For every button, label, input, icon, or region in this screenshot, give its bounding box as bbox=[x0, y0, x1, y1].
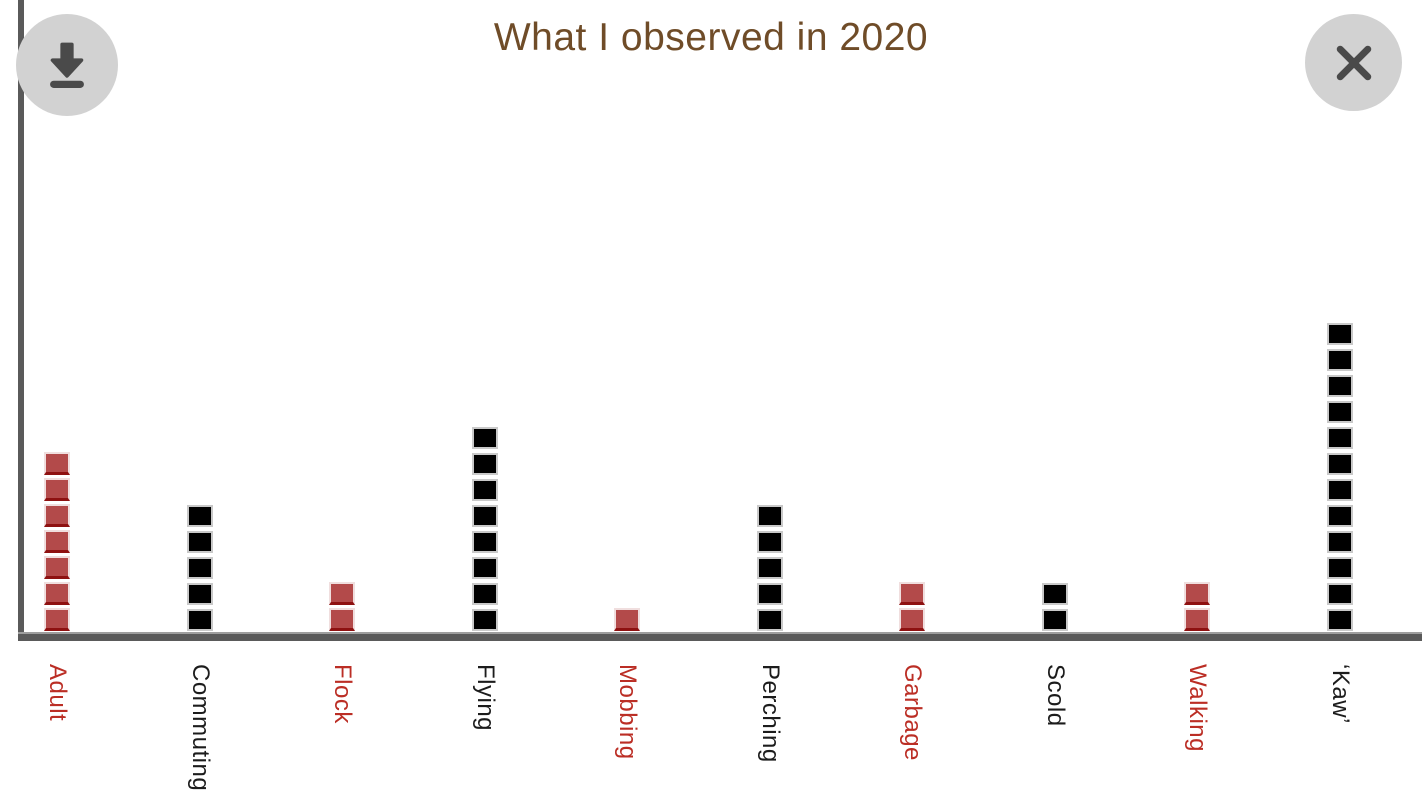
unit-block bbox=[1327, 557, 1354, 579]
close-icon bbox=[1331, 40, 1377, 86]
unit-block bbox=[329, 608, 356, 631]
unit-block bbox=[329, 582, 356, 605]
x-label-scold: Scold bbox=[1041, 664, 1069, 727]
unit-block bbox=[1327, 609, 1354, 631]
x-label-garbage: Garbage bbox=[899, 664, 927, 761]
bar-column-perching bbox=[756, 501, 783, 631]
unit-block bbox=[899, 582, 926, 605]
unit-block bbox=[614, 608, 641, 631]
unit-block bbox=[1327, 583, 1354, 605]
bar-column-mobbing bbox=[614, 605, 641, 631]
unit-block bbox=[1327, 479, 1354, 501]
unit-block bbox=[1184, 582, 1211, 605]
x-label-flying: Flying bbox=[471, 664, 499, 732]
unit-block bbox=[186, 609, 213, 631]
unit-block bbox=[1327, 531, 1354, 553]
unit-block bbox=[1041, 583, 1068, 605]
bar-column-walking bbox=[1184, 579, 1211, 631]
unit-block bbox=[471, 609, 498, 631]
unit-block bbox=[756, 505, 783, 527]
unit-block bbox=[471, 427, 498, 449]
x-label-kaw: ‘Kaw’ bbox=[1327, 664, 1355, 724]
unit-block bbox=[756, 531, 783, 553]
bar-column-flock bbox=[329, 579, 356, 631]
unit-block bbox=[1327, 427, 1354, 449]
unit-block bbox=[1041, 609, 1068, 631]
unit-block bbox=[756, 583, 783, 605]
unit-block bbox=[1327, 349, 1354, 371]
unit-block bbox=[186, 505, 213, 527]
unit-block bbox=[1327, 375, 1354, 397]
unit-block bbox=[186, 583, 213, 605]
unit-block bbox=[44, 478, 70, 501]
x-label-perching: Perching bbox=[756, 664, 784, 763]
unit-block bbox=[1327, 323, 1354, 345]
unit-block bbox=[756, 609, 783, 631]
unit-block bbox=[44, 504, 70, 527]
unit-block bbox=[1327, 401, 1354, 423]
x-label-adult: Adult bbox=[44, 664, 71, 722]
bar-column-kaw bbox=[1327, 319, 1354, 631]
unit-block bbox=[471, 505, 498, 527]
unit-block bbox=[44, 452, 70, 475]
x-label-mobbing: Mobbing bbox=[614, 664, 642, 760]
unit-block bbox=[44, 530, 70, 553]
unit-block bbox=[471, 557, 498, 579]
x-label-walking: Walking bbox=[1184, 664, 1212, 752]
bar-column-garbage bbox=[899, 579, 926, 631]
unit-block bbox=[186, 531, 213, 553]
y-axis-line bbox=[18, 0, 24, 641]
unit-block bbox=[44, 556, 70, 579]
bar-column-flying bbox=[471, 423, 498, 631]
download-icon bbox=[38, 36, 96, 94]
download-button[interactable] bbox=[16, 14, 118, 116]
bar-column-adult bbox=[44, 449, 70, 631]
unit-block bbox=[899, 608, 926, 631]
unit-block bbox=[471, 453, 498, 475]
x-label-commuting: Commuting bbox=[186, 664, 214, 792]
unit-block bbox=[186, 557, 213, 579]
x-label-flock: Flock bbox=[329, 664, 357, 724]
bar-column-commuting bbox=[186, 501, 213, 631]
unit-block bbox=[756, 557, 783, 579]
unit-block bbox=[1184, 608, 1211, 631]
unit-block bbox=[471, 479, 498, 501]
unit-block bbox=[471, 531, 498, 553]
unit-block bbox=[44, 582, 70, 605]
bar-column-scold bbox=[1041, 579, 1068, 631]
unit-block bbox=[471, 583, 498, 605]
close-button[interactable] bbox=[1305, 14, 1402, 111]
unit-block bbox=[1327, 453, 1354, 475]
unit-block bbox=[44, 608, 70, 631]
unit-block bbox=[1327, 505, 1354, 527]
chart-title: What I observed in 2020 bbox=[493, 16, 929, 59]
x-axis-line bbox=[18, 632, 1422, 641]
